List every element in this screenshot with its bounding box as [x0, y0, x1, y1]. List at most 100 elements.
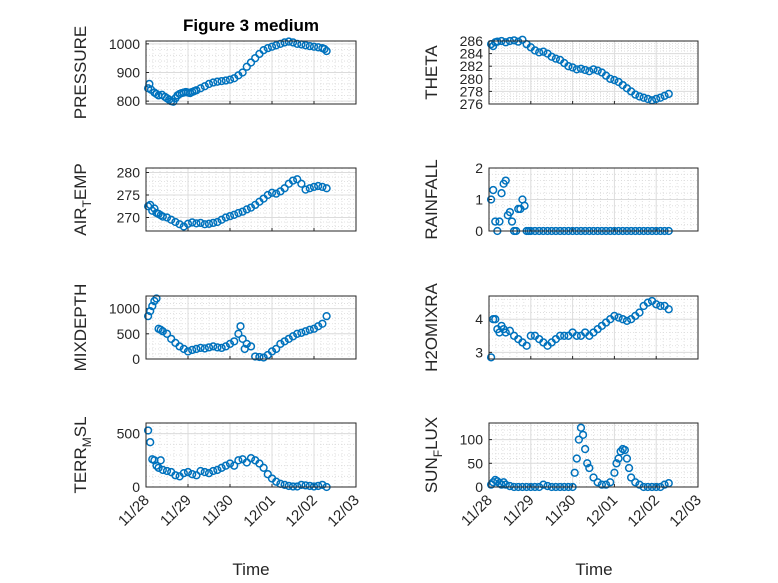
y-axis-label-main: TERR — [71, 447, 90, 493]
data-point — [547, 52, 556, 61]
x-tick-label: 11/30 — [199, 492, 237, 530]
y-axis-label: PRESSURE — [71, 26, 90, 120]
data-point — [225, 339, 235, 349]
data-point — [610, 311, 619, 321]
subplot-rainfall: 0 1 2 RAINFALL — [422, 159, 699, 240]
data-point — [204, 79, 214, 89]
y-tick-label: 500 — [117, 326, 141, 342]
data-point — [236, 322, 245, 331]
y-axis-label-main: RAINFALL — [422, 159, 441, 239]
data-point — [288, 38, 298, 47]
y-tick-label: 2 — [475, 160, 483, 176]
x-tick-label: 12/02 — [282, 492, 321, 531]
data-point — [192, 86, 201, 95]
data-point — [297, 179, 306, 188]
data-point — [520, 201, 529, 210]
data-point — [589, 473, 598, 482]
y-axis-label: H2OMIXRA — [422, 282, 441, 371]
data-point — [284, 481, 293, 491]
data-point — [179, 468, 188, 478]
y-axis-label-subscript: T — [80, 199, 94, 207]
data-point — [217, 215, 226, 224]
data-point — [152, 294, 161, 303]
data-point — [213, 217, 222, 227]
data-point — [217, 343, 226, 353]
data-point — [574, 435, 584, 444]
data-point — [251, 54, 260, 63]
data-point — [518, 35, 527, 44]
data-point — [272, 189, 281, 198]
y-tick-label: 1000 — [109, 301, 140, 317]
data-point — [293, 329, 302, 338]
data-point — [585, 463, 594, 473]
y-axis-label-main: MIXDEPTH — [71, 284, 90, 372]
data-point — [171, 217, 180, 227]
data-point — [143, 426, 153, 435]
data-point — [209, 342, 218, 351]
data-point — [196, 343, 205, 353]
data-point — [280, 337, 289, 346]
data-point — [622, 316, 632, 326]
y-axis-label-tail: EMP — [71, 163, 90, 200]
x-tick-label: 12/02 — [624, 492, 663, 531]
y-tick-label: 276 — [460, 96, 484, 112]
subplot-h2omixra: 3 4 H2OMIXRA — [422, 282, 699, 372]
data-point — [493, 37, 502, 46]
data-point — [209, 78, 218, 87]
axes-frame — [488, 167, 699, 232]
data-point — [505, 326, 515, 335]
data-point — [242, 339, 251, 349]
data-point — [280, 184, 289, 193]
axes-frame — [488, 295, 699, 360]
data-point — [656, 301, 665, 311]
data-point — [146, 438, 155, 447]
data-point — [221, 461, 230, 470]
data-point — [491, 217, 500, 226]
y-axis-label-main: SUN — [422, 457, 441, 493]
data-point — [148, 206, 157, 215]
data-point — [171, 471, 180, 480]
data-point — [322, 46, 331, 56]
data-point — [209, 218, 218, 228]
data-point — [309, 324, 319, 333]
data-point — [230, 337, 239, 346]
data-point — [259, 463, 268, 472]
data-point — [196, 466, 205, 476]
data-point — [314, 481, 323, 491]
data-point — [606, 478, 615, 487]
data-point — [585, 67, 594, 76]
data-point — [259, 353, 268, 362]
y-axis-label: AIRTEMP — [71, 163, 94, 236]
data-point — [143, 312, 153, 321]
data-point — [179, 344, 188, 354]
data-point — [643, 94, 652, 104]
data-point — [267, 188, 277, 197]
data-point — [276, 39, 285, 49]
data-point — [501, 38, 510, 47]
data-point — [238, 207, 247, 216]
data-point — [297, 480, 306, 490]
plot-area — [489, 423, 698, 487]
data-point — [660, 480, 669, 489]
data-point — [234, 208, 243, 218]
data-point — [192, 344, 201, 354]
data-point — [583, 459, 592, 468]
data-point — [568, 63, 577, 72]
data-point — [497, 480, 506, 489]
data-point — [188, 218, 197, 227]
data-point — [225, 459, 235, 468]
data-point — [242, 458, 251, 467]
data-point — [507, 217, 517, 226]
data-point — [514, 37, 523, 46]
data-point — [578, 430, 588, 440]
y-tick-label: 284 — [460, 46, 484, 62]
data-point — [499, 478, 508, 487]
data-point — [158, 212, 167, 221]
data-point — [664, 305, 673, 314]
data-point — [501, 176, 510, 185]
axes-frame — [145, 167, 357, 232]
data-point — [635, 480, 644, 489]
data-point — [572, 65, 581, 74]
axes-frame — [488, 40, 699, 105]
data-point — [156, 456, 165, 465]
